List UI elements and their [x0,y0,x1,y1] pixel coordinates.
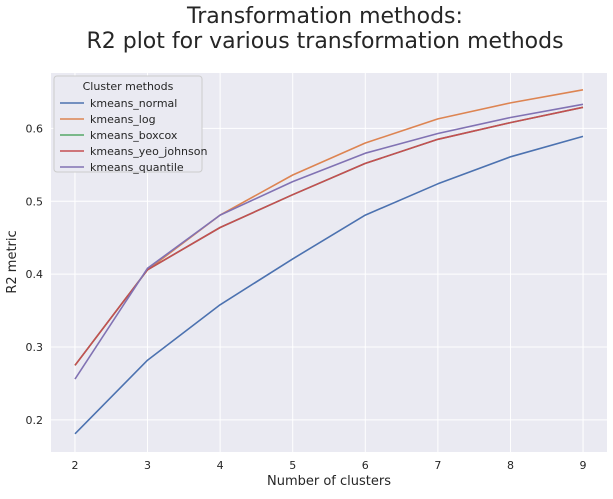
legend: Cluster methods kmeans_normalkmeans_logk… [53,75,207,174]
y-tick-label: 0.6 [26,122,44,135]
legend-box [53,75,203,173]
legend-label: kmeans_quantile [90,161,184,174]
legend-title: Cluster methods [83,80,174,93]
y-tick-label: 0.2 [26,414,44,427]
y-tick-label: 0.3 [26,341,44,354]
legend-label: kmeans_log [90,113,156,126]
x-axis-label: Number of clusters [267,474,391,489]
x-tick-label: 6 [362,459,369,472]
series-line-kmeans-log [74,89,584,366]
x-tick-label: 2 [71,459,78,472]
x-tick-label: 3 [144,459,151,472]
legend-label: kmeans_boxcox [90,129,178,142]
series-line-kmeans-normal [74,135,584,435]
x-tick-label: 5 [289,459,296,472]
y-tick-label: 0.4 [26,268,44,281]
y-axis-label: R2 metric [5,230,20,293]
series-line-kmeans-yeo-johnson [74,106,584,366]
chart-subtitle: R2 plot for various transformation metho… [86,29,563,54]
legend-label: kmeans_yeo_johnson [90,145,207,158]
series-line-kmeans-quantile [74,103,584,380]
x-tick-label: 7 [434,459,441,472]
legend-label: kmeans_normal [90,97,177,110]
x-tick-label: 8 [507,459,514,472]
legend-entries: kmeans_normal kmeans_log kmeans_boxcoxkmea… [60,97,207,174]
x-tick-labels: 2 3 4 5 6 7 8 9 [71,459,586,472]
x-tick-label: 9 [580,459,587,472]
x-tick-label: 4 [217,459,224,472]
y-tick-label: 0.5 [26,195,44,208]
y-tick-labels: 0.2 0.3 0.4 0.5 0.6 [26,122,44,427]
chart-title: Transformation methods: [186,4,463,29]
series-lines [74,89,584,435]
